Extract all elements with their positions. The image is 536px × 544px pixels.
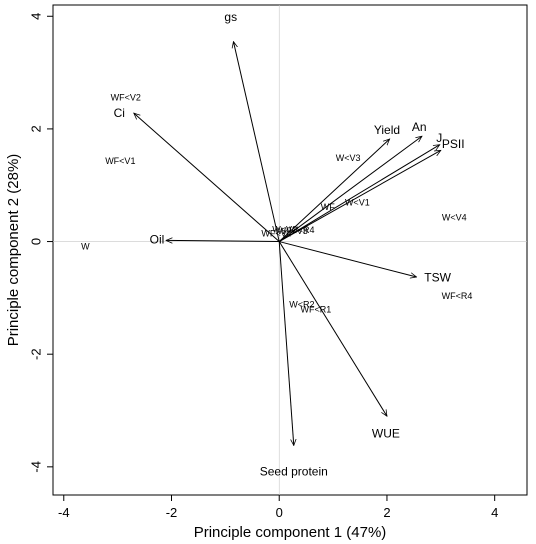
loading-label: Oil [150, 233, 165, 247]
y-axis: -4 -2 0 2 4 [28, 13, 53, 473]
y-tick-label: 0 [28, 238, 43, 245]
y-tick-label: -4 [28, 461, 43, 473]
loading-label: gs [224, 10, 237, 24]
plot-frame [52, 4, 528, 496]
x-tick-label: 0 [276, 505, 283, 520]
observation-label: WF<V2 [111, 92, 141, 102]
y-axis-title: Principle component 2 (28%) [5, 154, 22, 347]
observation-label: W<V1 [345, 198, 370, 208]
loading-label: Seed protein [260, 465, 328, 479]
x-tick-label: -4 [58, 505, 70, 520]
observation-label: WF [321, 202, 335, 212]
loading-label: TSW [424, 270, 451, 284]
x-tick-label: 2 [383, 505, 390, 520]
loading-arrow [278, 139, 389, 242]
y-tick-label: 2 [28, 125, 43, 132]
observation-label: W<V4 [442, 212, 467, 222]
x-axis: -4 -2 0 2 4 [58, 495, 498, 520]
loading-label: Ci [114, 106, 125, 120]
x-tick-label: 4 [491, 505, 498, 520]
loading-arrow [278, 241, 387, 417]
loading-arrow [233, 42, 280, 242]
observation-label: W<R2 [289, 300, 314, 310]
observation-label: WF<V4 [261, 229, 291, 239]
loading-label: WUE [372, 426, 400, 440]
loading-arrow [279, 241, 416, 277]
loading-arrow [278, 136, 422, 242]
loading-arrow [166, 240, 280, 241]
loading-label: An [412, 120, 427, 134]
loading-arrow [278, 150, 441, 242]
x-axis-title: Principle component 1 (47%) [194, 524, 387, 541]
loading-label: PSII [442, 137, 465, 151]
observation-label: W<V2 [272, 225, 297, 235]
observation-label: WF<R4 [442, 291, 473, 301]
loading-vectors: gs Ci Oil Yield An J PSII TSW WUE Seed protein [114, 10, 465, 479]
y-tick-label: -2 [28, 348, 43, 360]
observation-label: WF<V3 [278, 226, 308, 236]
reference-lines [53, 5, 527, 495]
observation-label: W<V3 [336, 153, 361, 163]
loading-arrow [278, 241, 294, 446]
loading-label: Yield [374, 123, 400, 137]
loading-label: J [436, 131, 442, 145]
loading-arrow [134, 113, 280, 242]
observation-label: WF<V1 [105, 156, 135, 166]
y-tick-label: 4 [28, 13, 43, 20]
x-tick-label: -2 [166, 505, 178, 520]
loading-arrow [278, 145, 440, 242]
observation-label: WF<R1 [300, 305, 331, 315]
observation-label: W<R4 [289, 225, 314, 235]
observation-label: W [81, 242, 90, 252]
